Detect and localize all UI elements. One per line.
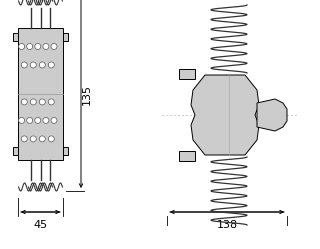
Circle shape xyxy=(27,117,33,124)
Polygon shape xyxy=(257,99,287,131)
Circle shape xyxy=(51,44,57,50)
Text: 135: 135 xyxy=(82,83,92,105)
Bar xyxy=(18,28,63,160)
Bar xyxy=(13,33,18,41)
Circle shape xyxy=(39,62,45,68)
Circle shape xyxy=(43,117,49,124)
Circle shape xyxy=(39,99,45,105)
Circle shape xyxy=(48,136,54,142)
Circle shape xyxy=(30,136,36,142)
Circle shape xyxy=(35,117,41,124)
Bar xyxy=(63,147,68,155)
Circle shape xyxy=(21,62,27,68)
Bar xyxy=(179,151,195,161)
Circle shape xyxy=(48,62,54,68)
Circle shape xyxy=(43,44,49,50)
Circle shape xyxy=(51,117,57,124)
Bar xyxy=(13,147,18,155)
Bar xyxy=(63,33,68,41)
Circle shape xyxy=(48,99,54,105)
Bar xyxy=(179,69,195,79)
Circle shape xyxy=(35,44,41,50)
Circle shape xyxy=(19,44,25,50)
Text: 138: 138 xyxy=(216,220,237,230)
Circle shape xyxy=(39,136,45,142)
Circle shape xyxy=(27,44,33,50)
Text: 45: 45 xyxy=(33,220,48,230)
Circle shape xyxy=(30,99,36,105)
Circle shape xyxy=(21,99,27,105)
Circle shape xyxy=(30,62,36,68)
Polygon shape xyxy=(191,75,259,155)
Circle shape xyxy=(21,136,27,142)
Circle shape xyxy=(19,117,25,124)
